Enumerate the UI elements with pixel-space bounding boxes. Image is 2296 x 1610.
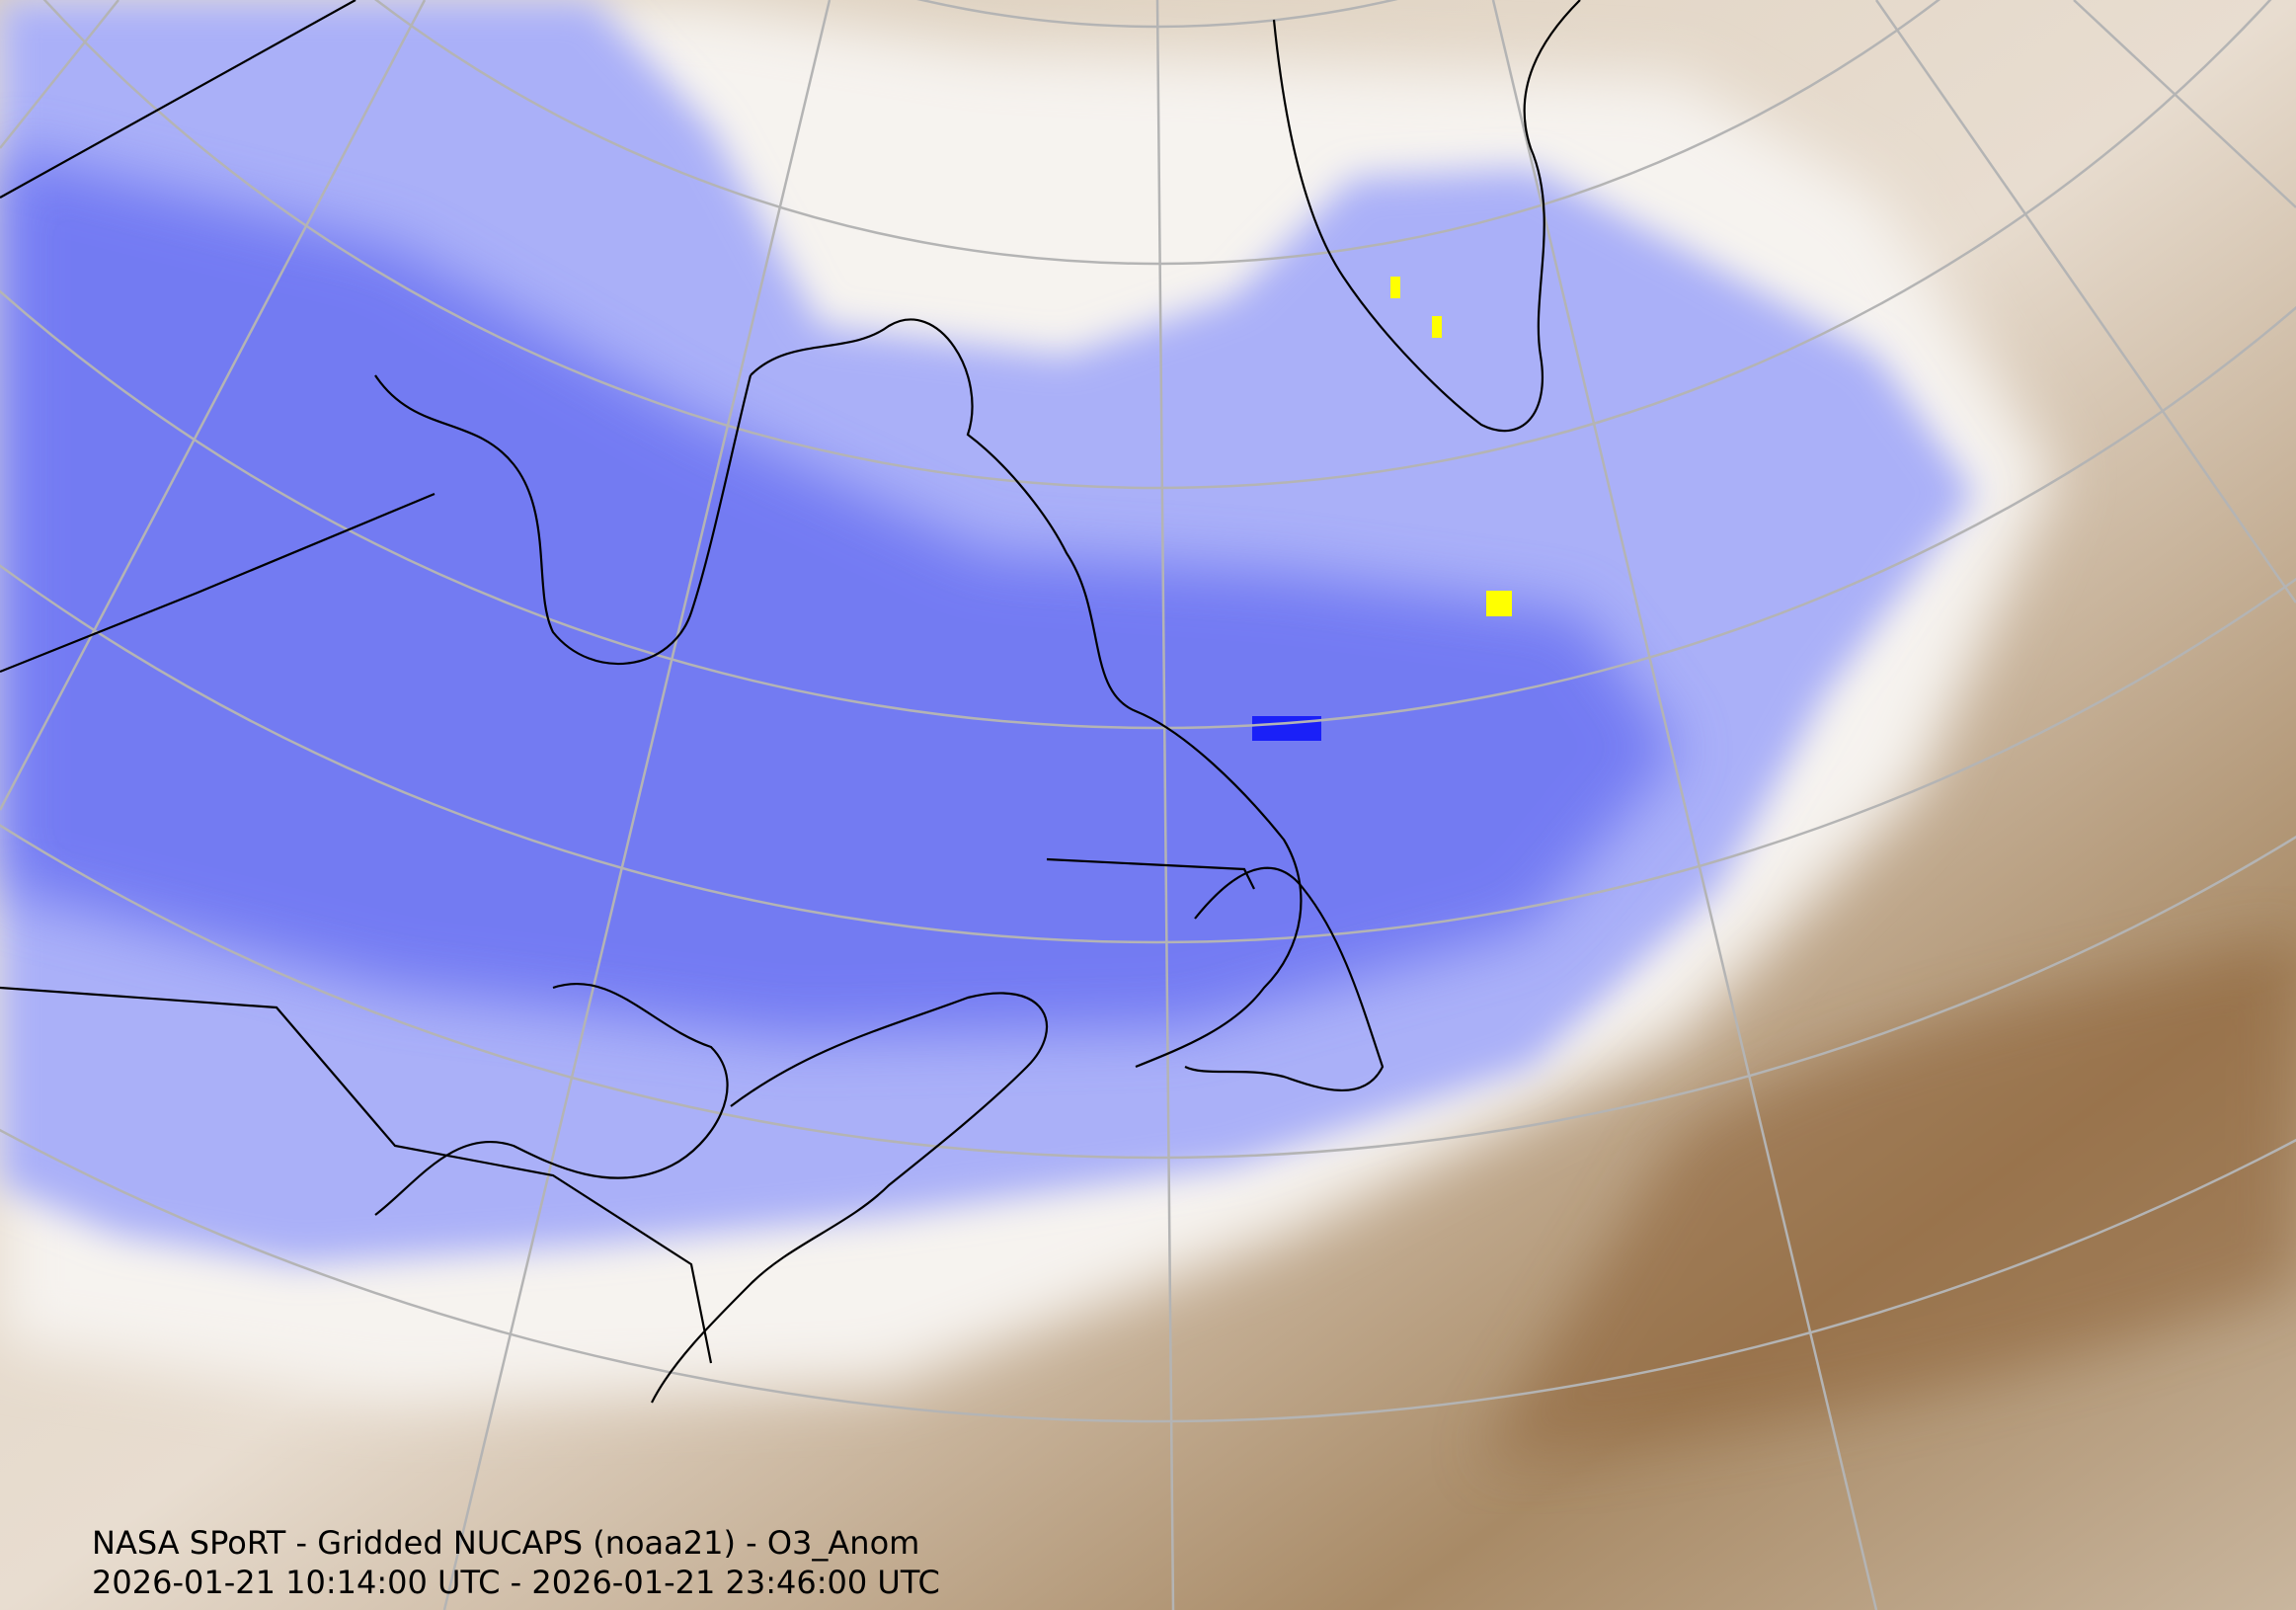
anomaly-cell xyxy=(1432,316,1442,338)
border xyxy=(1046,857,1255,890)
coastlines xyxy=(0,0,1581,1404)
anomaly-cell xyxy=(1252,716,1321,741)
meridian xyxy=(1155,0,1175,1610)
anomaly-cell xyxy=(1486,591,1512,616)
coastline xyxy=(1272,0,1581,433)
meridian xyxy=(0,0,119,149)
anomaly-cell xyxy=(1390,277,1400,298)
meridian xyxy=(442,0,831,1610)
coastline xyxy=(374,982,729,1216)
parallel xyxy=(0,1127,2296,1422)
parallel xyxy=(43,0,2271,489)
parallel xyxy=(0,823,2296,1159)
meridian xyxy=(0,0,427,811)
coastline xyxy=(750,318,1303,1069)
border xyxy=(0,492,435,674)
coastline xyxy=(1184,866,1385,1091)
border xyxy=(0,986,713,1364)
coastline xyxy=(651,992,1048,1404)
meridian xyxy=(2073,0,2296,208)
parallel xyxy=(0,563,2296,943)
border xyxy=(0,0,356,199)
meridian xyxy=(1491,0,1878,1610)
parallel xyxy=(0,288,2296,729)
strong-negative-anomaly xyxy=(0,148,1679,1037)
meridian xyxy=(1874,0,2296,604)
positive-anomaly xyxy=(1481,938,2296,1462)
time-range: 2026-01-21 10:14:00 UTC - 2026-01-21 23:… xyxy=(92,1564,940,1601)
coastline xyxy=(374,374,752,665)
map-title: NASA SPoRT - Gridded NUCAPS (noaa21) - O… xyxy=(92,1524,919,1562)
parallel xyxy=(374,0,1940,265)
